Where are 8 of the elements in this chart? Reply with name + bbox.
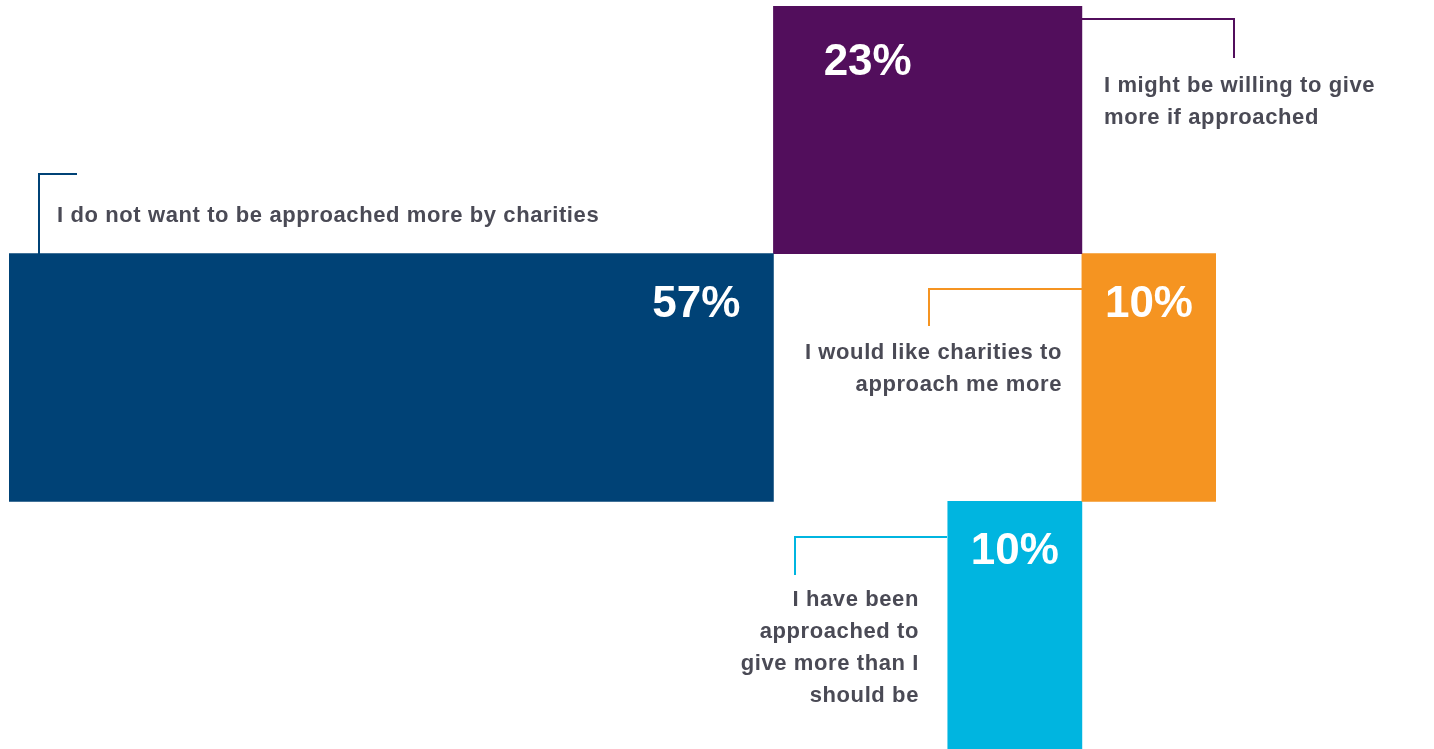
category-label: I have been approached to give more than I should be — [739, 585, 919, 709]
data-label: 10% — [1104, 276, 1193, 326]
data-label: 57% — [652, 276, 741, 326]
category-label: I would like charities to approach me more — [803, 338, 1062, 398]
data-label: 23% — [823, 35, 912, 85]
category-label: I might be willing to give more if approached — [1104, 71, 1377, 131]
data-label: 10% — [970, 524, 1059, 574]
category-label: I do not want to be approached more by charities — [57, 201, 601, 229]
